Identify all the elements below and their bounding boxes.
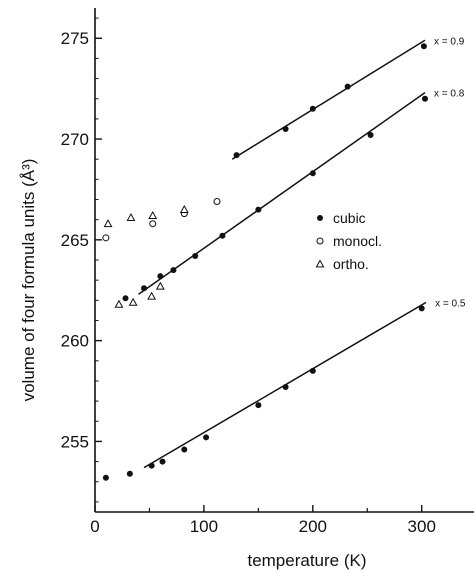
point-cubic-14 <box>421 95 428 102</box>
legend-marker-2 <box>315 259 325 268</box>
y-tick-label-260: 260 <box>61 332 89 351</box>
point-cubic-16 <box>126 470 133 477</box>
point-ortho-6 <box>155 281 165 290</box>
point-cubic-1 <box>282 125 289 132</box>
point-cubic-0 <box>233 152 240 159</box>
point-cubic-23 <box>309 367 316 374</box>
point-monocl-1 <box>149 220 157 228</box>
fit-line-0 <box>231 39 426 160</box>
point-cubic-5 <box>122 295 129 302</box>
legend-label-2: ortho. <box>333 256 369 272</box>
point-ortho-2 <box>128 297 138 306</box>
axis-ticks: 0 100 200 300 255 260 265 270 275 <box>61 17 436 536</box>
fit-line-label-0: x = 0.9 <box>434 36 465 47</box>
point-cubic-22 <box>282 384 289 391</box>
x-tick-label-100: 100 <box>190 517 218 536</box>
point-cubic-6 <box>141 285 148 292</box>
point-cubic-20 <box>203 434 210 441</box>
point-cubic-11 <box>255 206 262 213</box>
point-ortho-3 <box>126 213 136 222</box>
fit-line-label-1: x = 0.8 <box>434 89 465 100</box>
point-cubic-21 <box>255 402 262 409</box>
y-axis-title: volume of four formula units (Å³) <box>19 159 38 402</box>
plot-frame <box>94 8 474 513</box>
legend-label-0: cubic <box>333 210 366 226</box>
point-cubic-9 <box>192 252 199 259</box>
point-cubic-4 <box>420 43 427 50</box>
point-ortho-1 <box>114 299 124 308</box>
point-cubic-7 <box>157 273 164 280</box>
point-cubic-12 <box>309 170 316 177</box>
point-cubic-15 <box>102 474 109 481</box>
point-cubic-13 <box>367 132 374 139</box>
point-cubic-2 <box>309 105 316 112</box>
x-tick-label-300: 300 <box>408 517 436 536</box>
point-monocl-0 <box>102 234 110 242</box>
y-tick-label-275: 275 <box>61 29 89 48</box>
fit-line-1 <box>138 92 426 295</box>
legend: cubic monocl. ortho. <box>315 210 382 272</box>
fit-line-label-2: x = 0.5 <box>435 298 466 309</box>
x-axis-title: temperature (K) <box>247 551 366 570</box>
data-points <box>102 43 428 481</box>
point-ortho-4 <box>147 291 157 300</box>
point-cubic-8 <box>170 267 177 274</box>
x-tick-label-0: 0 <box>90 517 99 536</box>
point-cubic-17 <box>148 462 155 469</box>
point-cubic-10 <box>219 232 226 239</box>
point-monocl-3 <box>213 198 221 206</box>
point-ortho-0 <box>103 219 113 228</box>
point-ortho-7 <box>179 204 189 213</box>
legend-label-1: monocl. <box>333 233 382 249</box>
point-ortho-5 <box>148 211 158 220</box>
x-tick-label-200: 200 <box>299 517 327 536</box>
point-cubic-3 <box>344 83 351 90</box>
y-tick-label-255: 255 <box>61 432 89 451</box>
y-tick-label-270: 270 <box>61 130 89 149</box>
fit-lines: x = 0.9 x = 0.8 x = 0.5 <box>138 36 466 469</box>
legend-marker-1 <box>316 237 324 245</box>
point-cubic-18 <box>159 458 166 465</box>
y-tick-label-265: 265 <box>61 231 89 250</box>
point-cubic-24 <box>418 305 425 312</box>
point-cubic-19 <box>181 446 188 453</box>
legend-marker-0 <box>317 215 323 221</box>
